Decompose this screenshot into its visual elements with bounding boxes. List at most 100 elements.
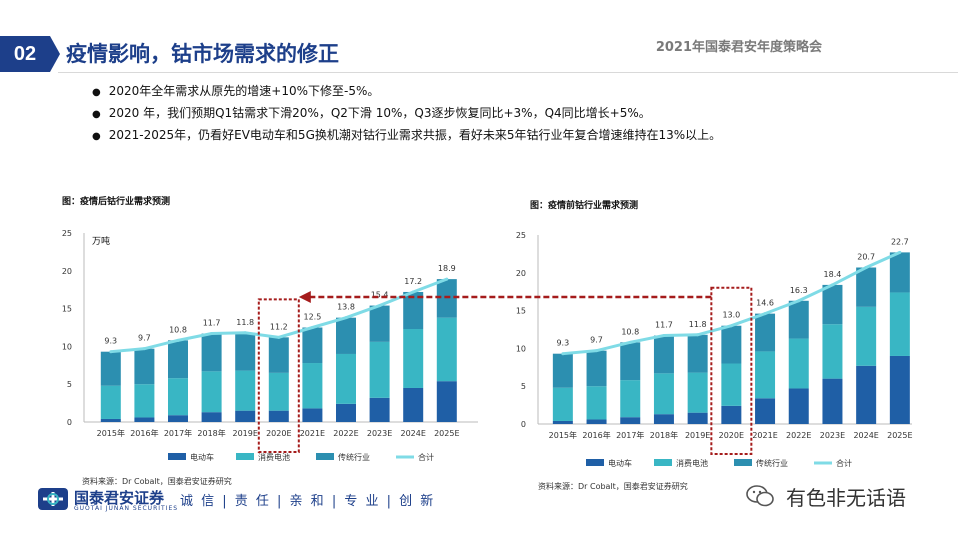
bar-segment (889, 252, 910, 293)
data-label: 10.8 (621, 327, 639, 336)
bar-segment (889, 292, 910, 356)
data-label: 9.3 (556, 339, 569, 348)
total-point (628, 340, 632, 344)
legend-swatch (654, 459, 672, 466)
bar-segment (268, 337, 289, 373)
legend-label: 消费电池 (258, 452, 290, 462)
data-label: 22.7 (891, 237, 909, 246)
bar-segment (235, 370, 256, 411)
bar-segment (788, 300, 809, 339)
total-point (411, 290, 415, 294)
bar-segment (134, 348, 155, 385)
bar-segment (369, 305, 390, 342)
data-label: 9.7 (138, 334, 151, 343)
bar-segment (856, 267, 877, 307)
total-point (898, 250, 902, 254)
total-point (310, 326, 314, 329)
x-tick-label: 2022E (333, 429, 358, 438)
y-tick-label: 25 (62, 229, 72, 238)
bar-segment (268, 372, 289, 411)
bar-segment (235, 410, 256, 422)
bar-segment (620, 417, 641, 424)
bar-segment (403, 291, 424, 330)
y-tick-label: 0 (521, 420, 526, 429)
bar-segment (336, 353, 356, 404)
total-point (344, 316, 348, 320)
bar-segment (721, 325, 742, 364)
total-point (378, 304, 382, 308)
data-label: 11.2 (270, 322, 288, 331)
bar-segment (586, 419, 607, 424)
bar-segment (302, 408, 323, 422)
total-point (142, 347, 146, 351)
x-tick-label: 2017年 (164, 428, 192, 438)
page-number: 02 (0, 36, 60, 72)
data-label: 11.8 (236, 318, 254, 327)
y-tick-label: 15 (62, 305, 72, 314)
x-tick-label: 2015年 (549, 430, 577, 440)
bar-segment (653, 335, 674, 374)
brand-name-en: GUOTAI JUNAN SECURITIES (74, 505, 179, 512)
bar-segment (201, 412, 222, 422)
bar-segment (403, 329, 424, 388)
x-tick-label: 2019E (232, 429, 257, 438)
x-tick-label: 2024E (853, 431, 878, 440)
bar-segment (653, 414, 674, 424)
x-tick-label: 2017年 (616, 430, 644, 440)
bar-segment (302, 327, 323, 364)
bar-segment (552, 420, 573, 424)
data-label: 11.8 (689, 320, 707, 329)
bar-segment (586, 386, 607, 420)
bar-segment (552, 387, 573, 421)
bar-segment (653, 373, 674, 415)
bar-segment (268, 410, 289, 422)
bar-segment (134, 384, 155, 418)
bar-segment (552, 353, 573, 388)
brand-name: 国泰君安证券 (74, 489, 165, 507)
data-label: 10.8 (169, 325, 187, 334)
y-tick-label: 20 (62, 267, 72, 276)
bar-segment (620, 342, 641, 381)
legend-swatch (168, 453, 186, 460)
brand-logo (38, 488, 68, 510)
source-note-right: 资料来源：Dr Cobalt，国泰君安证券研究 (538, 482, 688, 491)
y-tick-label: 5 (521, 382, 526, 391)
bar-segment (436, 317, 457, 382)
legend-label: 电动车 (190, 452, 214, 462)
data-label: 12.5 (303, 313, 321, 322)
data-label: 16.3 (790, 286, 808, 295)
bar-segment (788, 388, 809, 424)
bar-segment (721, 363, 742, 406)
x-tick-label: 2018年 (650, 430, 678, 440)
comparison-arrow (298, 291, 712, 303)
total-point (763, 312, 767, 316)
legend-label: 合计 (418, 452, 434, 462)
bullet-item: 2021-2025年，仍看好EV电动车和5G换机潮对钴行业需求共振，看好未来5年… (92, 124, 721, 146)
bar-segment (822, 284, 843, 325)
data-label: 17.2 (404, 277, 422, 286)
x-tick-label: 2022E (786, 431, 811, 440)
bar-segment (856, 306, 877, 366)
total-point (830, 283, 834, 287)
x-tick-label: 2021E (752, 431, 777, 440)
bar-segment (168, 415, 188, 422)
bar-segment (436, 279, 457, 318)
bar-segment (755, 351, 776, 399)
data-label: 9.7 (590, 336, 603, 345)
data-label: 13.0 (722, 311, 740, 320)
bar-segment (168, 378, 188, 416)
x-tick-label: 2016年 (130, 428, 158, 438)
brand-motto: 诚 信 | 责 任 | 亲 和 | 专 业 | 创 新 (180, 494, 436, 509)
bar-segment (436, 381, 457, 422)
x-tick-label: 2020E (266, 429, 291, 438)
x-tick-label: 2023E (820, 431, 845, 440)
bar-segment (822, 324, 843, 379)
total-point (595, 349, 599, 353)
legend-label: 电动车 (608, 458, 632, 468)
chart-title: 图：疫情前钴行业需求预测 (530, 199, 638, 211)
bar-segment (201, 333, 222, 372)
data-label: 14.6 (756, 299, 774, 308)
data-label: 20.7 (857, 253, 875, 262)
